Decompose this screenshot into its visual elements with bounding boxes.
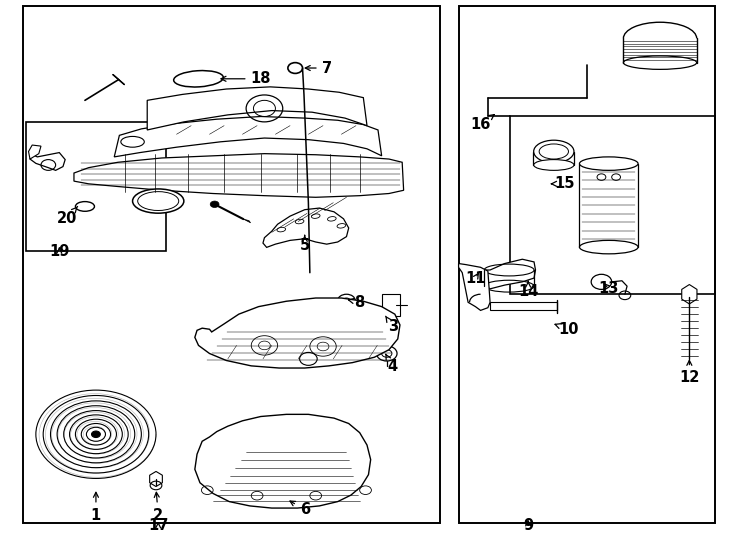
Text: 3: 3 [385,316,398,334]
Polygon shape [195,298,400,368]
Ellipse shape [534,160,574,170]
Text: 1: 1 [91,492,101,523]
Text: 4: 4 [385,354,398,374]
Text: 11: 11 [465,271,486,286]
Text: 17: 17 [148,518,168,534]
Text: 2: 2 [153,492,163,523]
Polygon shape [150,471,162,487]
Text: 7: 7 [305,60,332,76]
Polygon shape [682,285,697,304]
Ellipse shape [76,201,95,211]
Circle shape [92,431,101,437]
Polygon shape [29,145,41,159]
Circle shape [210,201,219,207]
Polygon shape [30,153,65,170]
Polygon shape [459,264,490,310]
Polygon shape [195,414,371,508]
Polygon shape [244,219,250,223]
Text: 9: 9 [523,518,533,534]
Ellipse shape [133,189,184,213]
Ellipse shape [174,71,223,87]
Text: 10: 10 [555,322,578,337]
Text: 6: 6 [290,501,310,517]
Text: 18: 18 [221,71,271,86]
Text: 8: 8 [349,295,365,310]
Text: 13: 13 [598,281,619,296]
Text: 19: 19 [49,244,70,259]
Text: 20: 20 [57,206,78,226]
Text: 16: 16 [470,114,494,132]
Polygon shape [490,302,558,310]
Polygon shape [148,87,367,130]
Text: 14: 14 [518,281,538,299]
Polygon shape [115,117,382,157]
Polygon shape [74,154,404,197]
Text: 12: 12 [679,360,700,385]
Polygon shape [263,208,349,247]
Text: 5: 5 [299,235,310,253]
Text: 15: 15 [551,177,575,191]
Polygon shape [484,259,536,289]
Ellipse shape [534,140,574,163]
